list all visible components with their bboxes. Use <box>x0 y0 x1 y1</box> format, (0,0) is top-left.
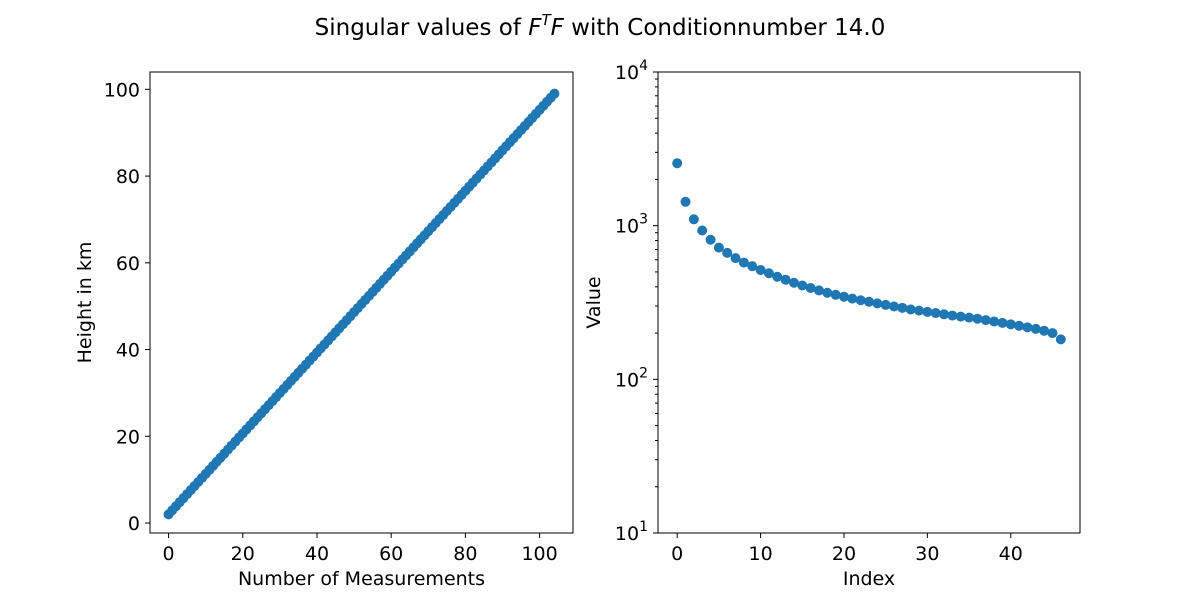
data-point <box>847 293 858 304</box>
data-point <box>855 295 866 306</box>
data-point <box>788 277 799 288</box>
y-axis-label: Height in km <box>74 242 96 364</box>
data-point <box>1022 322 1033 333</box>
data-point <box>980 315 991 326</box>
data-point <box>1039 325 1050 336</box>
data-point <box>914 305 925 316</box>
left-axes-frame <box>149 71 574 534</box>
x-tick-label: 60 <box>379 543 403 565</box>
x-tick-label: 0 <box>671 543 683 565</box>
y-tick-label: 100 <box>104 79 140 101</box>
data-point <box>838 291 849 302</box>
data-point <box>772 271 783 282</box>
data-point <box>713 242 724 253</box>
data-point <box>947 310 958 321</box>
data-point <box>1014 320 1025 331</box>
title-math-sup: T <box>541 11 552 29</box>
data-point <box>705 234 716 245</box>
title-prefix: Singular values of <box>315 15 529 41</box>
y-axis-label: Value <box>583 276 605 328</box>
y-tick-label: 0 <box>128 513 140 535</box>
data-point <box>872 298 883 309</box>
y-tick-label: 101 <box>615 519 648 545</box>
data-point <box>780 274 791 285</box>
data-point <box>805 282 816 293</box>
data-point <box>889 301 900 312</box>
data-point <box>763 268 774 279</box>
data-point <box>697 225 708 236</box>
data-point <box>722 247 733 258</box>
x-tick-label: 20 <box>832 543 856 565</box>
data-point <box>905 304 916 315</box>
data-point <box>755 264 766 275</box>
data-point <box>1030 323 1041 334</box>
data-point <box>939 309 950 320</box>
x-axis-label: Index <box>843 568 895 590</box>
data-point <box>880 299 891 310</box>
y-tick-label: 104 <box>615 58 648 84</box>
data-point <box>738 257 749 268</box>
data-point <box>1047 328 1058 339</box>
right-axes: 0 10 20 30 40 101 102 103 104 Index Value <box>583 58 1081 590</box>
data-point <box>688 214 699 225</box>
figure-title: Singular values of FTF with Conditionnum… <box>315 11 886 41</box>
y-tick-label: 102 <box>615 365 648 391</box>
y-tick-label: 60 <box>116 253 140 275</box>
title-suffix: with Conditionnumber 14.0 <box>564 15 885 41</box>
y-tick-label: 40 <box>116 340 140 362</box>
data-point <box>897 302 908 313</box>
data-point <box>672 158 683 169</box>
data-point <box>955 311 966 322</box>
data-point <box>1055 334 1066 345</box>
left-axes: 0 20 40 60 80 100 0 20 40 60 80 100 Number of Measur… <box>74 71 574 590</box>
data-point <box>972 313 983 324</box>
data-point <box>997 317 1008 328</box>
x-tick-label: 30 <box>915 543 939 565</box>
x-tick-label: 80 <box>453 543 477 565</box>
data-point <box>797 280 808 291</box>
x-tick-label: 40 <box>305 543 329 565</box>
data-point <box>864 296 874 307</box>
data-point <box>813 285 824 296</box>
x-tick-label: 10 <box>748 543 772 565</box>
data-point <box>930 308 941 319</box>
data-point <box>830 289 841 300</box>
data-point <box>549 88 560 99</box>
data-point <box>822 287 833 298</box>
x-tick-label: 40 <box>999 543 1023 565</box>
data-point <box>964 312 975 323</box>
data-point <box>922 306 933 317</box>
title-math-base: F <box>528 15 542 41</box>
data-point <box>747 261 758 272</box>
x-tick-label: 0 <box>163 543 175 565</box>
data-point <box>680 196 691 207</box>
right-axes-frame <box>657 71 1081 534</box>
data-point <box>730 253 741 264</box>
data-point <box>989 316 1000 327</box>
y-tick-label: 103 <box>615 212 648 238</box>
x-tick-label: 20 <box>231 543 255 565</box>
x-axis-label: Number of Measurements <box>238 568 485 590</box>
y-tick-label: 20 <box>116 426 140 448</box>
title-math-tail: F <box>551 15 565 41</box>
y-tick-label: 80 <box>116 166 140 188</box>
data-point <box>1005 319 1016 330</box>
x-tick-label: 100 <box>521 543 557 565</box>
